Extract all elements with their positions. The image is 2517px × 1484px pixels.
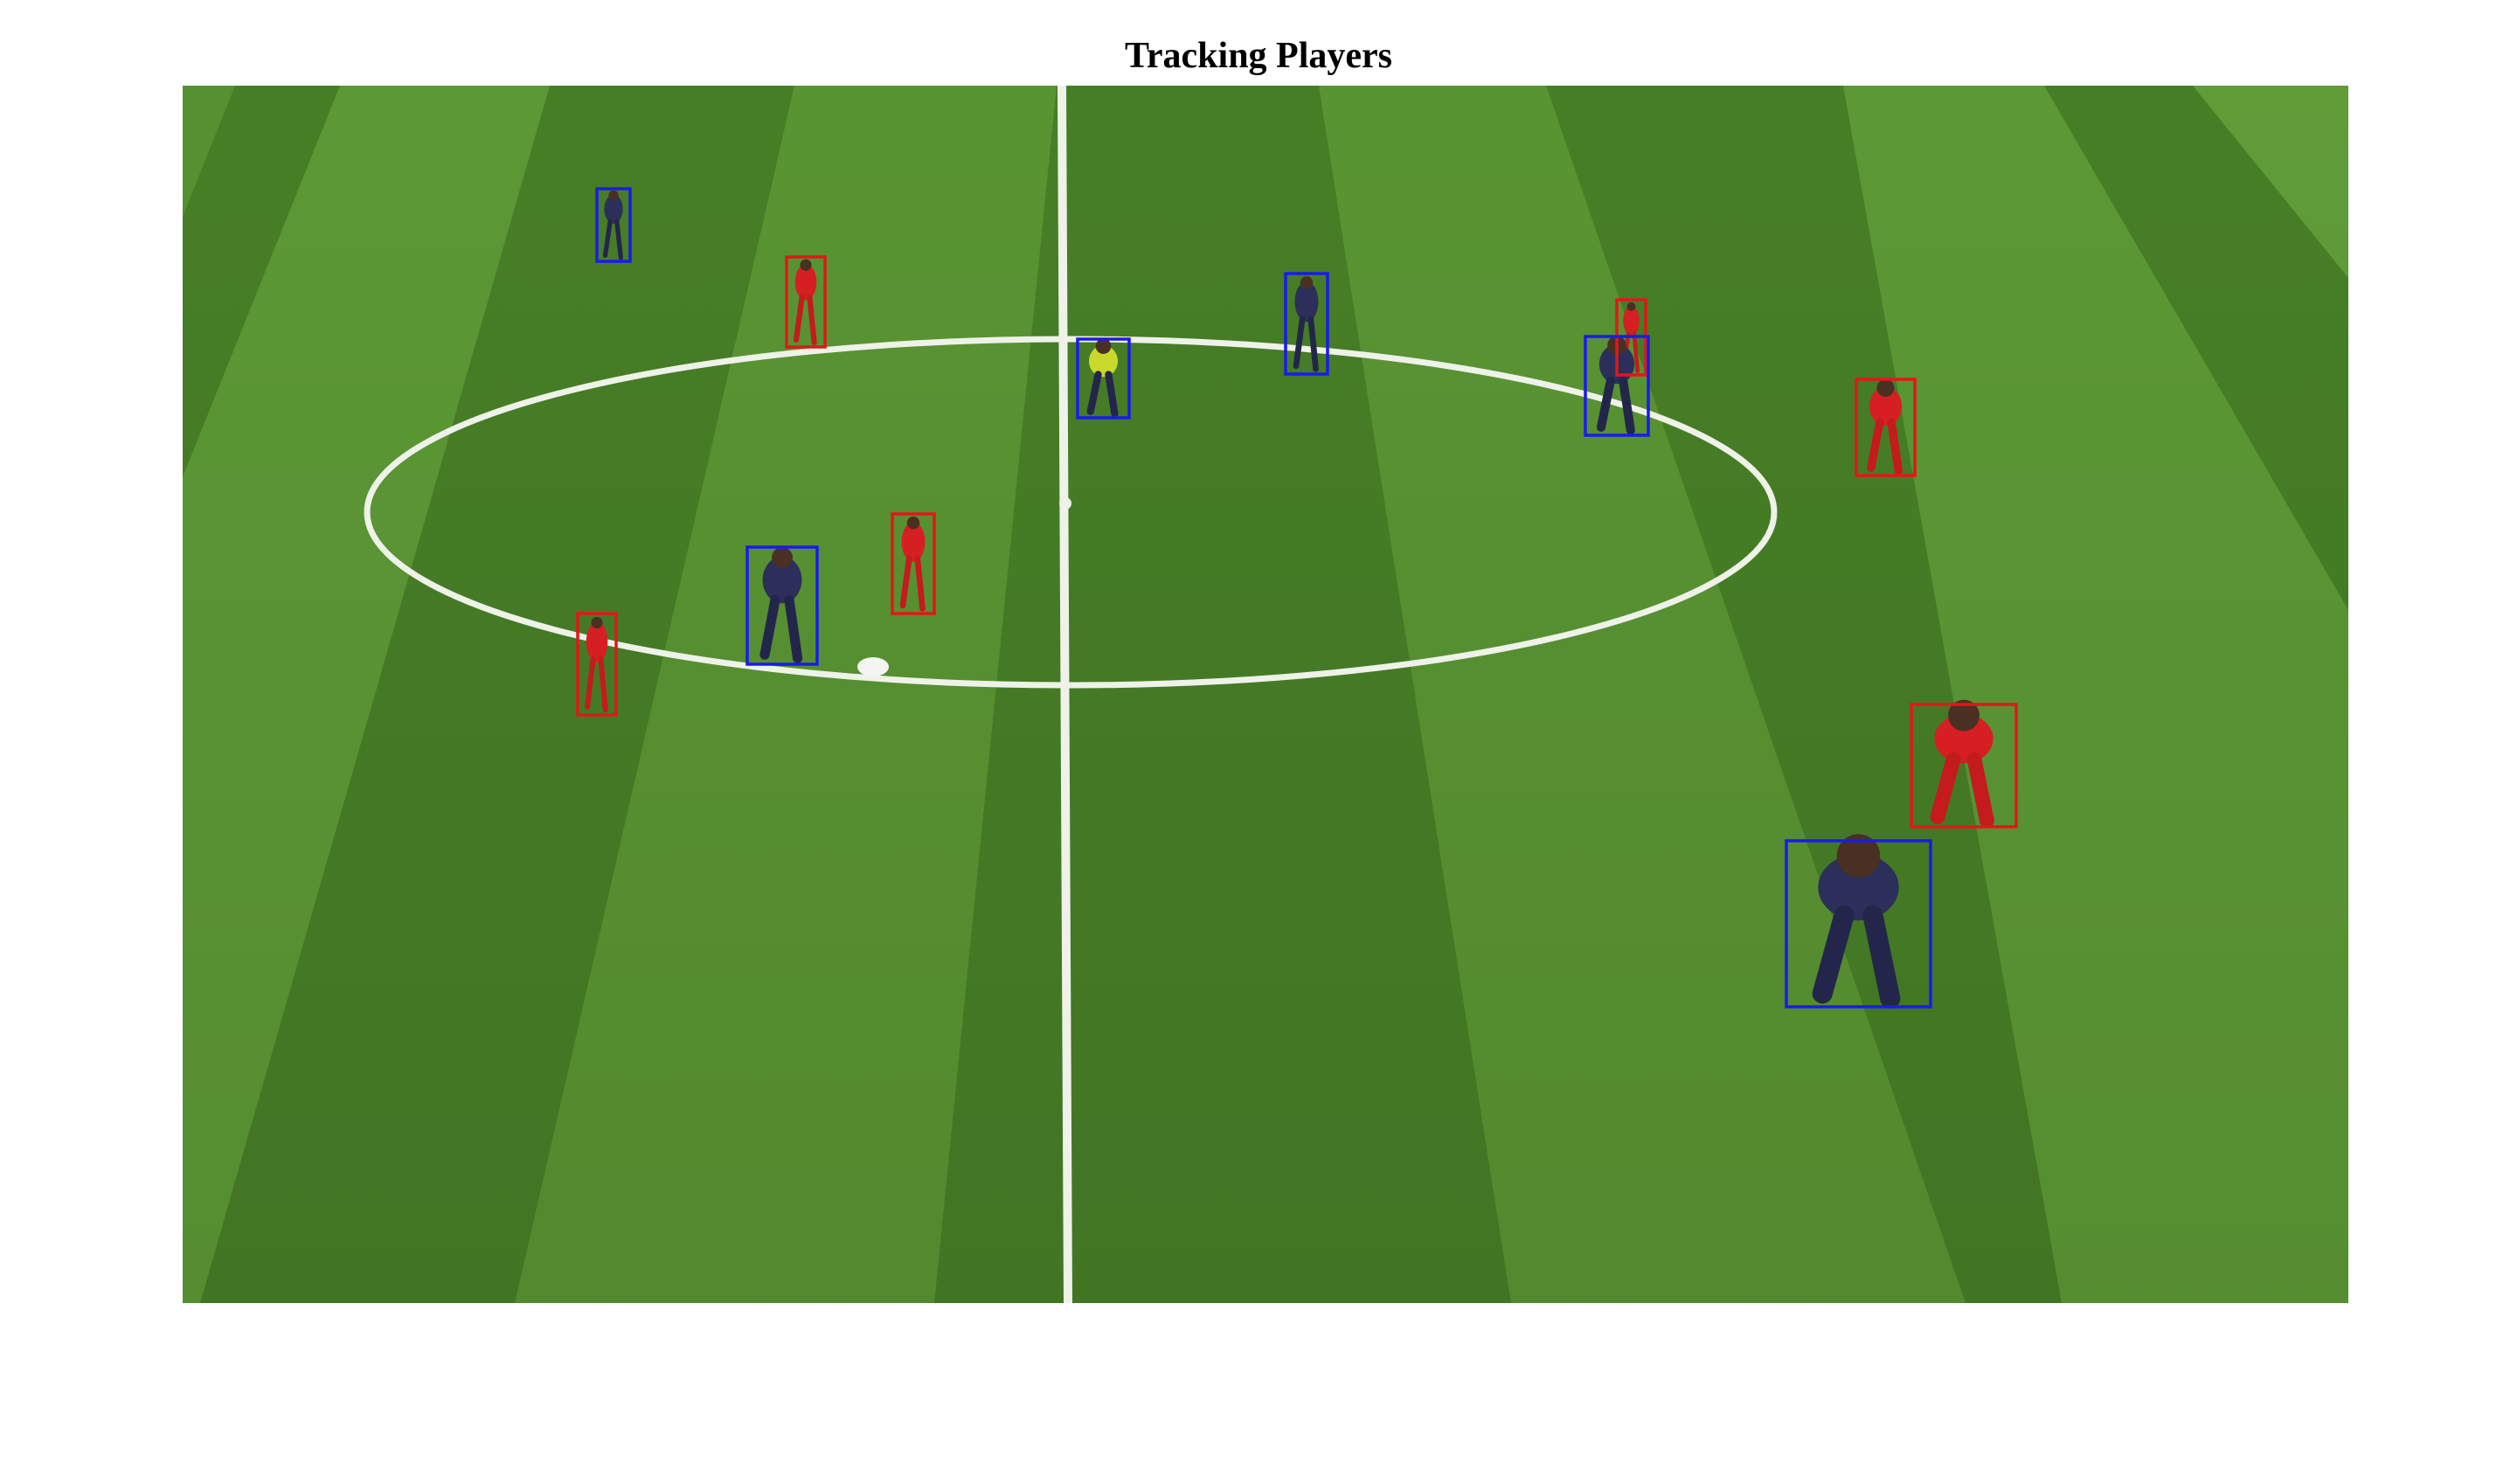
bbox-red-9 — [891, 512, 936, 615]
bbox-blue-4 — [1284, 272, 1329, 376]
bbox-blue-12 — [1785, 839, 1932, 1009]
bbox-blue-8 — [745, 545, 819, 666]
player-figure-blue — [1812, 834, 1901, 1009]
center-spot — [1059, 497, 1071, 510]
center-circle — [364, 336, 1778, 689]
referee-figure — [1086, 338, 1119, 418]
players-layer — [584, 190, 1994, 1009]
bounding-boxes-layer — [576, 187, 2018, 1009]
player-figure-blue — [602, 190, 624, 260]
player-figure-blue — [759, 547, 803, 663]
bbox-red-2 — [785, 255, 827, 349]
bbox-blue-6 — [1584, 335, 1650, 437]
halfway-line — [1057, 86, 1072, 1303]
bbox-red-10 — [576, 612, 618, 717]
player-figure-red — [1867, 378, 1903, 475]
bbox-red-7 — [1855, 378, 1917, 477]
player-figure-blue — [1293, 276, 1319, 372]
ball — [857, 657, 889, 676]
figure-title: Tracking Players — [1124, 36, 1393, 76]
bbox-blue-3 — [1076, 337, 1131, 420]
pitch-markings — [364, 86, 1778, 1303]
player-figure-red — [584, 616, 608, 713]
tracking-frame — [183, 86, 2348, 1303]
bbox-red-11 — [1910, 703, 2018, 829]
player-figure-red — [793, 259, 817, 345]
player-figure-red — [899, 517, 926, 612]
bbox-blue-1 — [595, 187, 632, 263]
player-figure-red — [1930, 699, 1994, 829]
pitch-image — [183, 86, 2348, 1303]
